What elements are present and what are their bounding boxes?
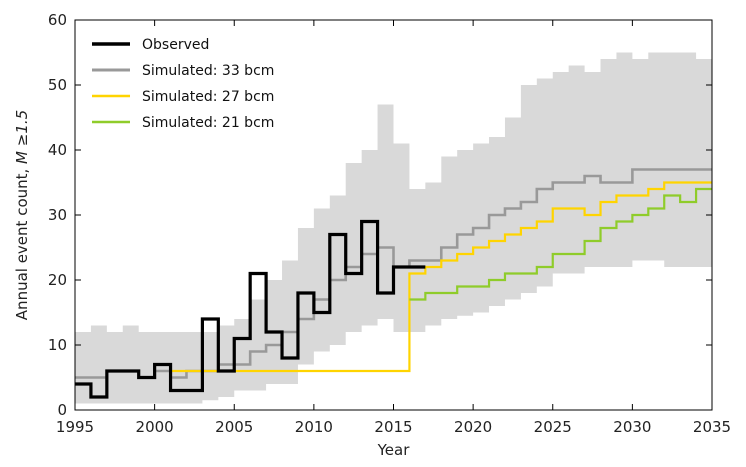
y-tick-label: 0 — [57, 401, 67, 419]
y-tick-label: 10 — [48, 336, 67, 354]
series-line-sim27 — [170, 181, 712, 373]
x-tick-label: 2035 — [693, 418, 731, 436]
x-tick-label: 2005 — [215, 418, 253, 436]
x-tick-label: 2000 — [136, 418, 174, 436]
x-tick-label: 2010 — [295, 418, 333, 436]
legend-label-sim27: Simulated: 27 bcm — [142, 89, 274, 105]
band-area — [75, 52, 712, 404]
legend-label-observed: Observed — [142, 37, 209, 53]
legend-label-sim21: Simulated: 21 bcm — [142, 115, 274, 131]
series-layer — [75, 168, 712, 399]
y-tick-label: 30 — [48, 206, 67, 224]
legend-label-sim33: Simulated: 33 bcm — [142, 63, 274, 79]
x-tick-label: 2025 — [534, 418, 572, 436]
series-line-observed — [75, 219, 426, 399]
y-axis-label-text: Annual event count, — [13, 164, 31, 320]
y-tick-label: 50 — [48, 76, 67, 94]
legend: Observed Simulated: 33 bcm Simulated: 27 b… — [92, 37, 274, 131]
y-axis-label-math: M ≥1.5 — [13, 110, 31, 164]
y-tick-label: 60 — [48, 11, 67, 29]
x-tick-label: 1995 — [56, 418, 94, 436]
x-tick-label: 2015 — [374, 418, 412, 436]
uncertainty-band — [75, 52, 712, 404]
x-tick-label: 2020 — [454, 418, 492, 436]
y-axis-label: Annual event count, M ≥1.5 — [13, 110, 31, 320]
x-tick-label: 2030 — [613, 418, 651, 436]
series-line-sim21 — [409, 187, 712, 301]
axis-ticks: 1995 2000 2005 2010 2015 2020 2025 2030 20350102… — [48, 11, 731, 436]
y-tick-label: 40 — [48, 141, 67, 159]
x-axis-label: Year — [377, 441, 411, 459]
y-tick-label: 20 — [48, 271, 67, 289]
